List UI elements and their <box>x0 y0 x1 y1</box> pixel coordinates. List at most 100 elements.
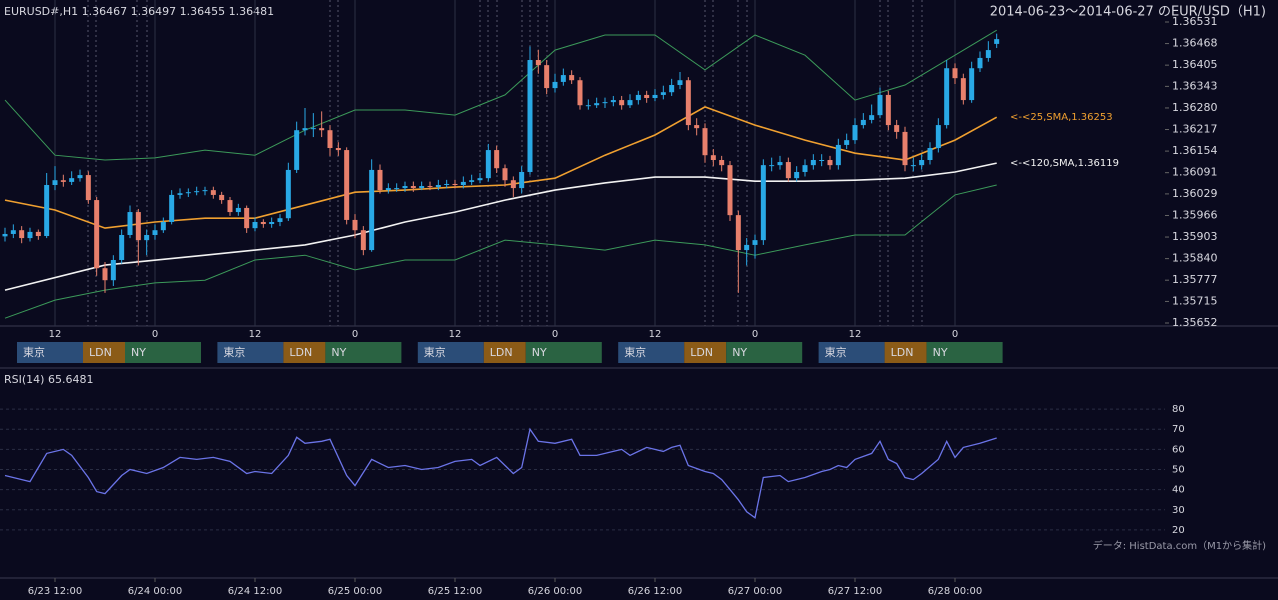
candle-body <box>619 100 625 106</box>
candle-body <box>227 200 233 213</box>
candle-body <box>594 103 600 106</box>
session-box <box>217 342 284 363</box>
candle-body <box>452 183 458 185</box>
candle-body <box>2 233 8 237</box>
rsi-tick-label: 40 <box>1172 485 1185 496</box>
x-tick-label: 6/28 00:00 <box>928 586 982 597</box>
session-label: 東京 <box>424 345 446 359</box>
candle-body <box>794 171 800 179</box>
candle-body <box>210 190 216 195</box>
candle-body <box>469 180 475 182</box>
candle-body <box>785 162 791 179</box>
candle-body <box>610 100 616 103</box>
candle-body <box>302 128 308 131</box>
candle-body <box>152 230 158 235</box>
candle-body <box>869 115 875 120</box>
candle-body <box>435 184 441 188</box>
candle-body <box>919 160 925 166</box>
candle-body <box>652 94 658 99</box>
y-tick-label: 1.35652 <box>1172 316 1218 329</box>
candle-body <box>177 193 183 195</box>
candle-body <box>835 144 841 166</box>
session-box <box>884 342 927 363</box>
candle-body <box>685 80 691 126</box>
y-tick-label: 1.35903 <box>1172 230 1218 243</box>
session-box <box>83 342 125 363</box>
session-label: LDN <box>490 346 513 359</box>
x-tick-label: 6/24 00:00 <box>128 586 182 597</box>
candle-body <box>660 92 666 95</box>
candle-body <box>910 165 916 167</box>
session-label: LDN <box>891 346 914 359</box>
candle-body <box>202 190 208 192</box>
candle-body <box>44 184 50 237</box>
session-label: 東京 <box>825 345 847 359</box>
session-label: 東京 <box>624 345 646 359</box>
x-tick-label: 6/23 12:00 <box>28 586 82 597</box>
x-tick-label: 6/27 12:00 <box>828 586 882 597</box>
candle-body <box>744 244 750 251</box>
candle-body <box>752 240 758 245</box>
rsi-value: 65.6481 <box>48 373 94 386</box>
close-value: 1.36481 <box>229 5 275 18</box>
candle-body <box>527 60 533 172</box>
sma-label-value: 1.36253 <box>1071 112 1112 123</box>
candle-body <box>352 219 358 231</box>
candle-body <box>677 80 683 86</box>
candle-body <box>644 94 650 99</box>
sma-label-text: <-<120,SMA, <box>1010 158 1078 169</box>
candle-body <box>244 207 250 229</box>
candle-body <box>902 131 908 166</box>
session-label: 東京 <box>223 345 245 359</box>
candle-body <box>702 128 708 156</box>
hour-tick-label: 0 <box>952 329 958 340</box>
candle-body <box>602 102 608 104</box>
candle-body <box>160 221 166 231</box>
session-box <box>618 342 685 363</box>
y-tick-label: 1.36217 <box>1172 123 1218 136</box>
sma-line <box>4 162 997 291</box>
candle-body <box>310 128 316 130</box>
symbol: EURUSD#,H1 <box>4 5 78 18</box>
candle-body <box>494 150 500 169</box>
header: EURUSD#,H1 1.36467 1.36497 1.36455 1.364… <box>4 5 274 18</box>
source: データ: HistData.com（M1から集計) <box>1093 539 1266 552</box>
y-tick-label: 1.36091 <box>1172 166 1218 179</box>
candle-body <box>577 80 583 106</box>
candle-body <box>110 259 116 281</box>
rsi-tick-label: 60 <box>1172 444 1185 455</box>
session-label: NY <box>933 346 948 359</box>
hour-tick-label: 0 <box>152 329 158 340</box>
candle-body <box>460 181 466 185</box>
candle-body <box>285 169 291 219</box>
candle-body <box>419 186 425 189</box>
x-tick-label: 6/25 12:00 <box>428 586 482 597</box>
candle-body <box>269 221 275 225</box>
candle-body <box>885 94 891 126</box>
candle-body <box>185 192 191 194</box>
candle-body <box>710 155 716 161</box>
session-box <box>684 342 727 363</box>
session-box <box>17 342 83 363</box>
hour-tick-label: 12 <box>249 329 262 340</box>
candle-body <box>277 218 283 222</box>
session-label: 東京 <box>23 345 45 359</box>
band-line <box>4 184 997 319</box>
candle-body <box>485 150 491 179</box>
candle-body <box>252 221 258 229</box>
candle-body <box>60 180 66 182</box>
candle-body <box>635 94 641 101</box>
session-label: LDN <box>690 346 713 359</box>
candle-body <box>94 200 100 269</box>
candle-body <box>969 68 975 101</box>
open-value: 1.36467 <box>82 5 128 18</box>
candle-body <box>510 180 516 189</box>
sma-label: <-<120,SMA,1.36119 <box>1010 158 1119 169</box>
sma-label-text: <-<25,SMA, <box>1010 112 1071 123</box>
candle-body <box>560 75 566 82</box>
hour-tick-label: 12 <box>649 329 662 340</box>
session-box <box>483 342 526 363</box>
candle-body <box>769 165 775 167</box>
